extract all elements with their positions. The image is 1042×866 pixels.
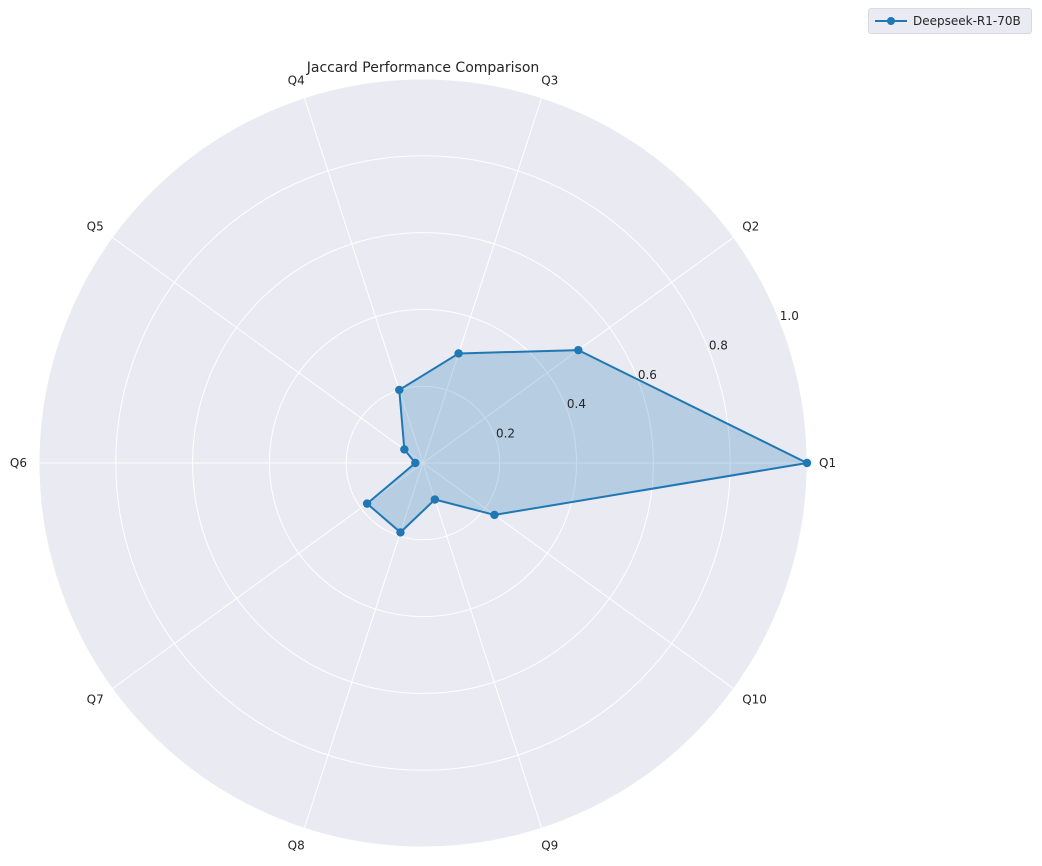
data-point-q4 (395, 385, 404, 395)
angular-grid (39, 97, 807, 829)
data-point-q5 (400, 445, 409, 454)
tick-label: 0.6 (638, 368, 657, 382)
legend: Deepseek-R1-70B (868, 8, 1032, 34)
tick-label: 1.0 (780, 309, 799, 323)
data-point-q3 (454, 349, 463, 358)
radial-tick-labels: 0.2 0.4 0.6 0.8 1.0 (496, 309, 799, 441)
data-point-q7 (362, 499, 372, 508)
category-label-q5: Q5 (87, 220, 104, 234)
series-layer (362, 345, 812, 537)
spoke-q10 (422, 462, 734, 690)
tick-label: 0.4 (567, 397, 586, 411)
category-label-q10: Q10 (742, 692, 767, 706)
tick-label: 0.8 (709, 338, 728, 352)
data-point-q1 (802, 458, 812, 468)
tick-label: 0.2 (496, 427, 515, 441)
category-label-q4: Q4 (288, 74, 305, 88)
data-point-q6 (411, 458, 420, 468)
spoke-q5 (112, 236, 424, 464)
data-point-q8 (396, 528, 405, 537)
category-label-q2: Q2 (742, 220, 759, 234)
chart-title: Jaccard Performance Comparison (306, 60, 540, 76)
data-point-q10 (490, 510, 499, 520)
legend-label: Deepseek-R1-70B (913, 14, 1021, 28)
category-label-q3: Q3 (541, 74, 558, 88)
category-label-q7: Q7 (87, 692, 104, 706)
spoke-q9 (422, 462, 543, 829)
category-label-q1: Q1 (819, 456, 836, 470)
spoke-q4 (303, 97, 424, 464)
category-labels: Q1 Q2 Q3 Q4 Q5 Q6 Q7 Q8 Q9 Q10 (10, 74, 836, 853)
spoke-q3 (422, 97, 543, 464)
data-point-q2 (574, 345, 583, 355)
category-label-q6: Q6 (10, 456, 27, 470)
category-label-q8: Q8 (288, 838, 305, 852)
legend-swatch (875, 17, 907, 25)
category-label-q9: Q9 (541, 838, 558, 852)
series-area (367, 350, 807, 533)
spoke-q8 (303, 462, 424, 829)
data-point-q9 (430, 495, 440, 504)
